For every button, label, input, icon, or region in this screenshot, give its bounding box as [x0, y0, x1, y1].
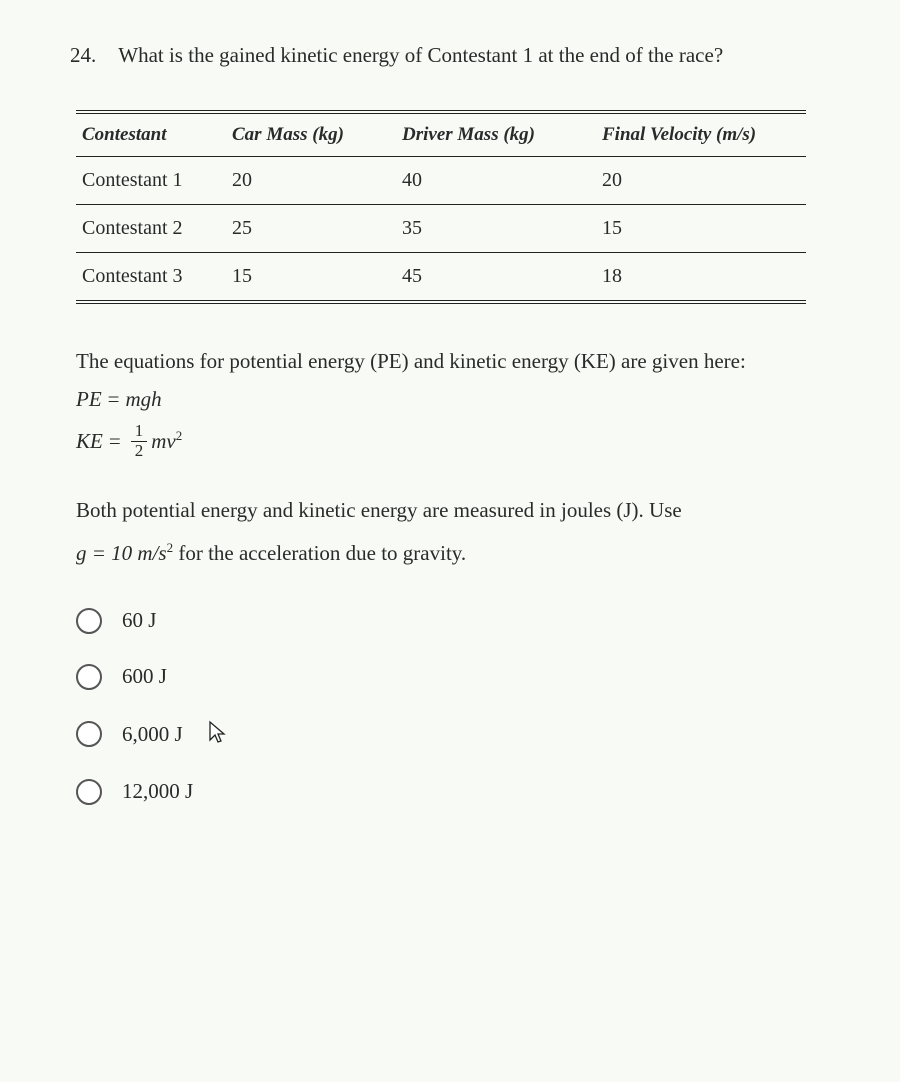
- th-contestant: Contestant: [76, 112, 226, 157]
- radio-icon[interactable]: [76, 721, 102, 747]
- explanation-units-line2: g = 10 m/s2 for the acceleration due to …: [76, 536, 850, 572]
- th-car-mass: Car Mass (kg): [226, 112, 396, 157]
- explanation-units-line1: Both potential energy and kinetic energy…: [76, 493, 850, 529]
- cell-car-mass: 25: [226, 204, 396, 252]
- answer-options: 60 J 600 J 6,000 J 12,000 J: [70, 608, 850, 805]
- formula-pe: PE = mgh: [76, 387, 850, 412]
- option-b[interactable]: 600 J: [76, 664, 850, 690]
- radio-icon[interactable]: [76, 779, 102, 805]
- cell-final-velocity: 18: [596, 252, 806, 302]
- cell-driver-mass: 40: [396, 156, 596, 204]
- radio-icon[interactable]: [76, 664, 102, 690]
- th-driver-mass: Driver Mass (kg): [396, 112, 596, 157]
- data-table: Contestant Car Mass (kg) Driver Mass (kg…: [76, 110, 806, 304]
- option-a[interactable]: 60 J: [76, 608, 850, 634]
- equals-sign: =: [108, 387, 120, 412]
- option-label: 12,000 J: [122, 779, 193, 804]
- cell-final-velocity: 20: [596, 156, 806, 204]
- th-final-velocity: Final Velocity (m/s): [596, 112, 806, 157]
- page-container: 24. What is the gained kinetic energy of…: [0, 0, 900, 1082]
- question-row: 24. What is the gained kinetic energy of…: [70, 40, 850, 72]
- fraction-half: 1 2: [131, 422, 148, 460]
- equals-sign: =: [109, 429, 121, 454]
- table-header-row: Contestant Car Mass (kg) Driver Mass (kg…: [76, 112, 806, 157]
- question-number: 24.: [70, 43, 96, 68]
- ke-mv: mv: [151, 429, 176, 453]
- ke-rhs-tail: mv2: [151, 428, 182, 454]
- option-label: 600 J: [122, 664, 167, 689]
- pe-rhs: mgh: [126, 387, 162, 412]
- gravity-prefix: g = 10 m/s: [76, 541, 167, 565]
- table-row: Contestant 3 15 45 18: [76, 252, 806, 302]
- formula-ke: KE = 1 2 mv2: [76, 422, 850, 460]
- option-d[interactable]: 12,000 J: [76, 779, 850, 805]
- cell-contestant: Contestant 3: [76, 252, 226, 302]
- option-label: 6,000 J: [122, 722, 183, 747]
- ke-exponent: 2: [176, 428, 183, 443]
- cell-car-mass: 20: [226, 156, 396, 204]
- table-row: Contestant 1 20 40 20: [76, 156, 806, 204]
- cell-contestant: Contestant 2: [76, 204, 226, 252]
- gravity-suffix: for the acceleration due to gravity.: [173, 541, 466, 565]
- option-c[interactable]: 6,000 J: [76, 720, 850, 749]
- ke-lhs: KE: [76, 429, 103, 454]
- option-label: 60 J: [122, 608, 156, 633]
- table-row: Contestant 2 25 35 15: [76, 204, 806, 252]
- explanation-intro: The equations for potential energy (PE) …: [76, 344, 850, 380]
- cell-driver-mass: 35: [396, 204, 596, 252]
- cell-final-velocity: 15: [596, 204, 806, 252]
- cell-car-mass: 15: [226, 252, 396, 302]
- cell-driver-mass: 45: [396, 252, 596, 302]
- fraction-numerator: 1: [131, 422, 148, 442]
- cursor-icon: [207, 720, 227, 749]
- cell-contestant: Contestant 1: [76, 156, 226, 204]
- pe-lhs: PE: [76, 387, 102, 412]
- fraction-denominator: 2: [131, 442, 148, 461]
- radio-icon[interactable]: [76, 608, 102, 634]
- question-prompt: What is the gained kinetic energy of Con…: [118, 43, 723, 67]
